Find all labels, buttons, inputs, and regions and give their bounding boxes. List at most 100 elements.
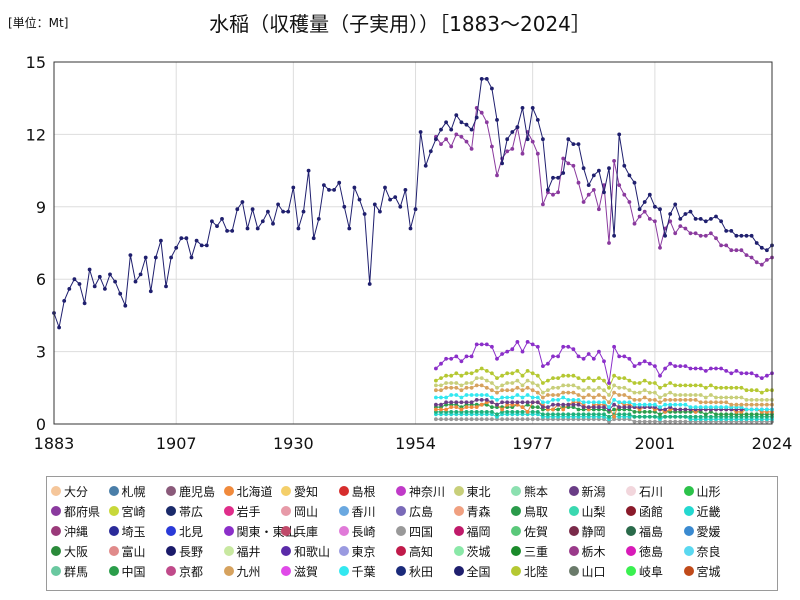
data-point	[474, 417, 479, 422]
data-point	[459, 395, 464, 400]
data-point	[581, 395, 586, 400]
data-point	[235, 207, 240, 212]
data-point	[765, 388, 769, 393]
data-point	[444, 385, 448, 390]
data-point	[464, 400, 469, 405]
legend-swatch	[108, 526, 119, 536]
data-point	[719, 405, 723, 409]
data-point	[642, 388, 647, 393]
unit-label: [単位：Mt]	[8, 16, 69, 30]
y-axis-ticks: 0 3 6 9 12 15	[26, 53, 46, 434]
data-point	[444, 356, 448, 361]
data-point	[597, 168, 601, 173]
data-point	[484, 369, 489, 373]
data-point	[709, 393, 713, 397]
data-point	[586, 393, 591, 397]
legend-item: 奈良	[683, 541, 742, 561]
data-point	[556, 402, 560, 407]
data-point	[434, 378, 438, 383]
data-point	[683, 414, 688, 419]
data-point	[479, 417, 484, 422]
data-point	[586, 385, 591, 390]
data-point	[663, 419, 667, 424]
data-point	[586, 192, 591, 197]
legend-swatch	[51, 546, 61, 556]
data-point	[439, 407, 443, 412]
data-point	[454, 132, 459, 137]
data-point	[495, 173, 499, 178]
data-point	[490, 395, 494, 400]
data-point	[535, 410, 540, 414]
data-point	[576, 180, 581, 185]
legend-item: 山形	[683, 481, 742, 501]
data-point	[739, 395, 744, 400]
data-point	[464, 371, 469, 376]
data-point	[266, 209, 270, 214]
data-point	[709, 414, 713, 419]
data-point	[490, 388, 494, 393]
legend-item: 長野	[166, 541, 224, 561]
data-point	[653, 419, 657, 424]
data-point	[67, 287, 72, 291]
legend-label: 高知	[409, 544, 434, 559]
legend-label: 北見	[179, 524, 204, 539]
data-point	[749, 388, 754, 393]
data-point	[719, 366, 723, 371]
data-point	[765, 248, 769, 253]
data-point	[749, 233, 754, 238]
data-point	[765, 402, 769, 407]
data-point	[688, 366, 693, 371]
data-point	[153, 255, 158, 260]
legend-label: 奈良	[696, 544, 721, 559]
data-point	[754, 260, 759, 265]
data-point	[709, 400, 713, 405]
data-point	[765, 258, 769, 262]
data-point	[597, 405, 601, 409]
legend-item: 宮崎	[108, 501, 167, 521]
data-point	[556, 354, 560, 359]
legend-item: 栃木	[568, 541, 627, 561]
data-point	[759, 398, 764, 402]
data-point	[510, 371, 515, 376]
data-point	[668, 398, 673, 402]
data-point	[525, 369, 530, 373]
data-point	[724, 395, 729, 400]
data-point	[658, 245, 662, 250]
data-point	[637, 390, 642, 395]
data-point	[530, 371, 535, 376]
data-point	[434, 137, 438, 142]
data-point	[444, 120, 448, 125]
data-point	[663, 398, 667, 402]
data-point	[566, 412, 571, 417]
legend-swatch	[51, 486, 61, 496]
data-point	[678, 414, 683, 419]
data-point	[703, 219, 708, 224]
legend-swatch	[568, 526, 579, 536]
data-point	[729, 402, 734, 407]
legend-label: 群馬	[64, 564, 89, 579]
data-point	[500, 400, 504, 405]
data-point	[622, 385, 627, 390]
data-point	[642, 209, 647, 214]
data-point	[734, 248, 739, 253]
data-point	[449, 127, 454, 132]
data-point	[423, 163, 428, 168]
data-point	[505, 349, 510, 354]
data-point	[525, 410, 530, 414]
data-point	[515, 369, 520, 373]
data-point	[454, 371, 459, 376]
data-point	[647, 419, 652, 424]
legend-swatch	[453, 486, 464, 496]
data-point	[632, 402, 637, 407]
data-point	[693, 366, 698, 371]
data-point	[698, 405, 703, 409]
data-point	[617, 385, 622, 390]
legend-swatch	[108, 506, 119, 516]
data-point	[454, 400, 459, 405]
legend-swatch	[108, 486, 119, 496]
legend-swatch	[338, 526, 349, 536]
legend-item: 茨城	[453, 541, 512, 561]
data-point	[602, 388, 606, 393]
data-point	[734, 369, 739, 373]
legend-item: 石川	[626, 481, 684, 501]
